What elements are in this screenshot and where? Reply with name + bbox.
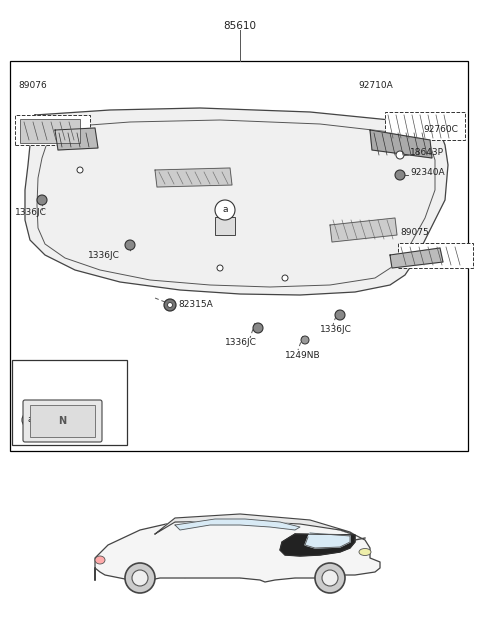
Circle shape bbox=[164, 299, 176, 311]
FancyBboxPatch shape bbox=[23, 400, 102, 442]
Circle shape bbox=[217, 265, 223, 271]
Bar bbox=[385, 112, 465, 140]
Circle shape bbox=[253, 323, 263, 333]
Bar bbox=[398, 243, 473, 268]
Ellipse shape bbox=[95, 556, 105, 564]
Text: 85610: 85610 bbox=[224, 21, 256, 31]
Text: 1336JC: 1336JC bbox=[225, 338, 257, 347]
Text: a: a bbox=[27, 415, 33, 424]
Text: a: a bbox=[222, 205, 228, 214]
Text: 89075: 89075 bbox=[400, 228, 429, 237]
Text: 82315A: 82315A bbox=[178, 300, 213, 309]
Circle shape bbox=[395, 170, 405, 180]
Polygon shape bbox=[155, 514, 355, 535]
Text: 89076: 89076 bbox=[18, 81, 47, 90]
Bar bbox=[10, 61, 468, 451]
Polygon shape bbox=[305, 533, 350, 548]
Text: 1336JC: 1336JC bbox=[320, 325, 352, 334]
Ellipse shape bbox=[359, 548, 371, 555]
Circle shape bbox=[282, 275, 288, 281]
Polygon shape bbox=[370, 130, 432, 158]
Circle shape bbox=[215, 200, 235, 220]
Polygon shape bbox=[155, 168, 232, 187]
Text: 89855B: 89855B bbox=[45, 411, 80, 420]
Bar bbox=[15, 115, 90, 145]
Circle shape bbox=[125, 563, 155, 593]
Text: 1249NB: 1249NB bbox=[285, 351, 321, 360]
Text: 92760C: 92760C bbox=[423, 125, 458, 134]
Circle shape bbox=[125, 240, 135, 250]
Text: 1336JC: 1336JC bbox=[88, 251, 120, 260]
Polygon shape bbox=[390, 248, 443, 268]
Circle shape bbox=[37, 195, 47, 205]
Text: N: N bbox=[58, 416, 66, 426]
Circle shape bbox=[322, 570, 338, 586]
Bar bbox=[30, 405, 95, 437]
Polygon shape bbox=[55, 128, 98, 150]
Polygon shape bbox=[95, 518, 380, 582]
Circle shape bbox=[315, 563, 345, 593]
Circle shape bbox=[396, 151, 404, 159]
Circle shape bbox=[335, 310, 345, 320]
Circle shape bbox=[132, 570, 148, 586]
Polygon shape bbox=[330, 218, 397, 242]
Circle shape bbox=[22, 412, 38, 428]
Polygon shape bbox=[175, 519, 300, 530]
Circle shape bbox=[301, 336, 309, 344]
Circle shape bbox=[77, 167, 83, 173]
Bar bbox=[215, 217, 235, 235]
Polygon shape bbox=[280, 534, 355, 556]
Text: 1336JC: 1336JC bbox=[15, 208, 47, 217]
Bar bbox=[12, 360, 127, 445]
Text: 92340A: 92340A bbox=[410, 168, 444, 177]
Text: 18643P: 18643P bbox=[410, 148, 444, 157]
Circle shape bbox=[168, 303, 172, 307]
Polygon shape bbox=[25, 108, 448, 295]
Text: 92710A: 92710A bbox=[358, 81, 393, 90]
Bar bbox=[20, 119, 80, 143]
